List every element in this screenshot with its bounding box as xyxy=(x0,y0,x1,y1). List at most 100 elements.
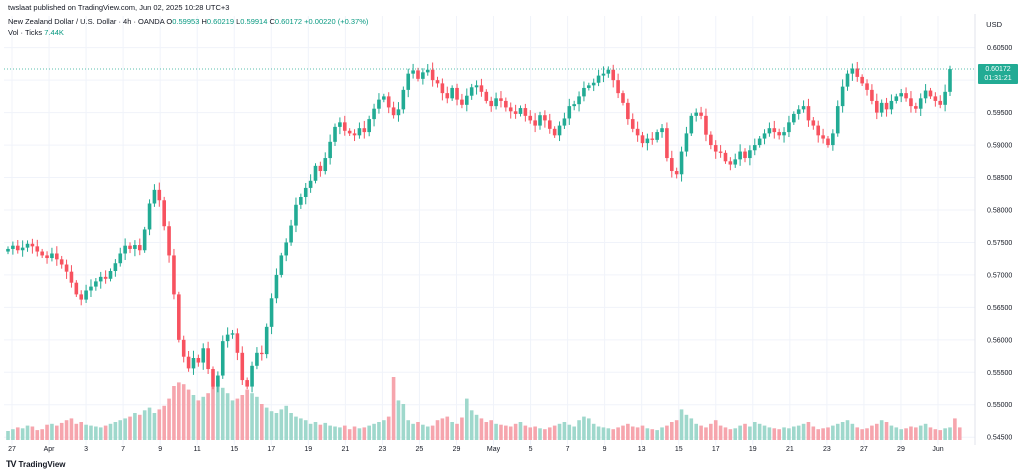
candle-body xyxy=(201,348,206,363)
volume-bar xyxy=(704,427,708,440)
volume-bar xyxy=(50,423,54,440)
currency-label[interactable]: USD xyxy=(986,20,1002,29)
candle-body xyxy=(665,128,669,159)
volume-bar xyxy=(284,405,289,440)
volume-bar xyxy=(928,427,933,440)
candle-body xyxy=(660,128,664,133)
candle-body xyxy=(357,128,362,136)
volume-bar xyxy=(918,425,923,440)
candle-body xyxy=(938,100,943,105)
candle-body xyxy=(323,158,328,172)
volume-bar xyxy=(933,429,938,440)
candle-body xyxy=(303,187,308,198)
ohlc-legend: New Zealand Dollar / U.S. Dollar · 4h · … xyxy=(8,17,368,26)
candle-body xyxy=(191,358,196,369)
volume-bar xyxy=(494,423,498,440)
volume-bar xyxy=(655,430,659,440)
volume-label[interactable]: Vol · Ticks xyxy=(8,28,43,37)
candle-body xyxy=(484,91,489,101)
candle-body xyxy=(250,365,254,387)
candle-body xyxy=(133,245,137,249)
candle-body xyxy=(655,132,659,140)
tradingview-logo[interactable]: TV TradingView xyxy=(6,459,66,469)
candle-body xyxy=(338,122,342,127)
volume-bar xyxy=(957,427,962,440)
volume-bar xyxy=(133,413,137,440)
candle-body xyxy=(445,93,450,99)
volume-bar xyxy=(6,431,10,440)
volume-bar xyxy=(587,418,591,440)
candle-body xyxy=(513,111,518,114)
volume-bar xyxy=(279,409,284,440)
candle-body xyxy=(709,134,713,146)
volume-bar xyxy=(601,427,606,440)
volume-bar xyxy=(167,398,171,440)
volume-bar xyxy=(177,382,181,440)
candle-body xyxy=(874,100,879,113)
x-tick-label: 17 xyxy=(267,446,275,453)
volume-bar xyxy=(294,416,298,440)
volume-bar xyxy=(562,422,567,440)
candle-body xyxy=(74,282,79,295)
volume-bar xyxy=(684,414,689,440)
candle-body xyxy=(533,120,537,126)
candle-body xyxy=(206,348,210,370)
volume-bar xyxy=(943,428,947,440)
volume-bar xyxy=(35,430,40,440)
volume-bar xyxy=(386,416,391,440)
volume-value: 7.44K xyxy=(44,28,64,37)
x-tick-label: 23 xyxy=(379,446,387,453)
x-tick-label: 9 xyxy=(603,446,607,453)
volume-bar xyxy=(909,426,913,440)
volume-bar xyxy=(455,423,459,440)
volume-bar xyxy=(826,427,830,440)
volume-bar xyxy=(264,407,269,440)
volume-bar xyxy=(416,422,420,440)
volume-bar xyxy=(313,422,318,440)
volume-bar xyxy=(147,407,152,440)
candle-body xyxy=(948,69,952,92)
volume-bar xyxy=(504,425,508,440)
candle-body xyxy=(186,356,191,369)
candle-body xyxy=(172,255,176,295)
volume-bar xyxy=(362,427,367,440)
candle-body xyxy=(518,108,523,114)
volume-bar xyxy=(923,423,928,440)
candle-body xyxy=(98,276,103,282)
volume-bar xyxy=(679,409,684,440)
candle-body xyxy=(840,86,845,107)
volume-bar xyxy=(557,423,562,440)
open-label: O xyxy=(166,17,173,26)
volume-bar xyxy=(660,427,664,440)
volume-bar xyxy=(484,422,489,440)
candle-body xyxy=(909,98,913,107)
candle-body xyxy=(289,225,293,243)
volume-bar xyxy=(103,425,108,440)
candle-body xyxy=(562,118,567,126)
volume-bar xyxy=(303,420,308,440)
volume-bar xyxy=(533,426,537,440)
volume-bar xyxy=(606,428,611,440)
candle-body xyxy=(777,132,781,136)
volume-bar xyxy=(269,411,274,440)
volume-bar xyxy=(669,422,674,440)
candle-body xyxy=(333,126,337,142)
volume-bar xyxy=(630,426,635,440)
volume-bar xyxy=(796,425,801,440)
volume-bar xyxy=(406,420,411,440)
candle-body xyxy=(255,352,259,366)
volume-bar xyxy=(806,422,811,440)
symbol-title[interactable]: New Zealand Dollar / U.S. Dollar · 4h · … xyxy=(8,17,165,26)
volume-bar xyxy=(411,423,415,440)
volume-bar xyxy=(738,425,742,440)
x-tick-label: 15 xyxy=(675,446,683,453)
volume-bar xyxy=(108,423,113,440)
volume-bar xyxy=(260,404,264,440)
volume-bar xyxy=(240,395,245,440)
volume-bar xyxy=(582,416,586,440)
candle-body xyxy=(630,119,635,129)
candle-body xyxy=(30,243,35,247)
volume-bar xyxy=(162,405,166,440)
candle-body xyxy=(718,151,723,153)
